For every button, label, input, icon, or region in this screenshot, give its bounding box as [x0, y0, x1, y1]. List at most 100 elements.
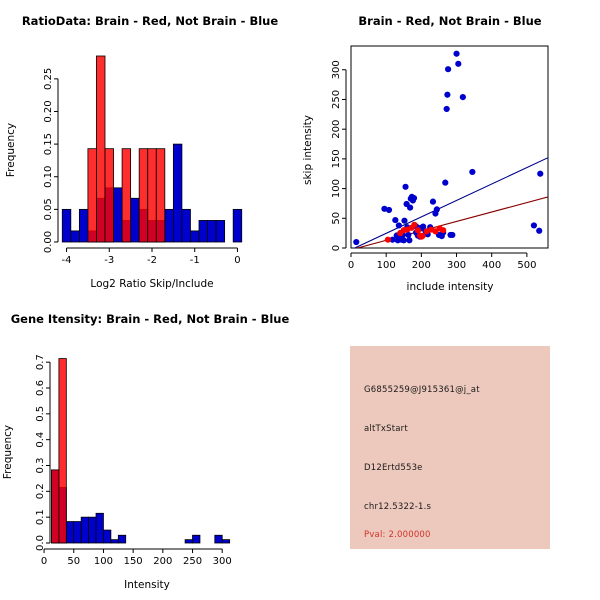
histogram-bar-notbrain: [215, 220, 226, 243]
svg-text:100: 100: [377, 260, 396, 271]
svg-text:0.0: 0.0: [35, 535, 46, 551]
svg-text:500: 500: [517, 260, 536, 271]
svg-text:150: 150: [331, 149, 342, 168]
intensity-scatter-title: Brain - Red, Not Brain - Blue: [358, 14, 542, 28]
svg-text:0.6: 0.6: [35, 380, 46, 396]
scatter-point-notbrain: [537, 170, 544, 177]
histogram-bar-notbrain: [88, 516, 97, 544]
svg-text:-4: -4: [62, 255, 72, 266]
scatter-point-notbrain: [405, 231, 412, 239]
scatter-point-notbrain: [459, 93, 466, 101]
scatter-point-notbrain: [410, 194, 418, 202]
scatter-point-notbrain: [455, 60, 462, 67]
histogram-bar-notbrain: [65, 521, 75, 544]
plot-frame: [350, 45, 549, 249]
scatter-point-notbrain: [406, 237, 413, 244]
histogram-bar-notbrain: [207, 220, 217, 243]
scatter-point-notbrain: [444, 91, 451, 98]
histogram-bar-notbrain: [214, 534, 223, 544]
svg-text:skip intensity: skip intensity: [302, 115, 314, 185]
coordinate-text: chr12.5322-1.s: [364, 502, 432, 512]
scatter-point-brain: [384, 236, 392, 243]
svg-text:0: 0: [348, 260, 354, 271]
histogram-bar-notbrain: [70, 230, 80, 243]
histogram-bar-notbrain: [232, 208, 243, 243]
svg-text:0.20: 0.20: [43, 100, 54, 122]
x-axis: 0 100 200 300 400 500: [348, 252, 536, 271]
histogram-bar-notbrain: [181, 208, 191, 243]
scatter-point-notbrain: [395, 222, 402, 229]
svg-text:0.10: 0.10: [43, 166, 54, 188]
scatter-point-notbrain: [469, 168, 476, 176]
svg-text:0.15: 0.15: [43, 133, 54, 155]
svg-text:100: 100: [331, 179, 342, 198]
gene-intensity-plot: 0.0 0.1 0.2 0.3 0.4 0.5 0.6 0.7 0 50 100 150 200 250 3…: [2, 354, 232, 591]
scatter-point-notbrain: [389, 236, 396, 243]
histogram-bar-notbrain: [117, 534, 127, 544]
svg-text:50: 50: [67, 556, 80, 567]
svg-text:200: 200: [153, 556, 172, 567]
scatter-point-notbrain: [536, 227, 543, 234]
svg-text:0.4: 0.4: [35, 432, 46, 448]
gene-intensity-panel: Gene Itensity: Brain - Red, Not Brain - …: [0, 300, 300, 600]
scatter-point-notbrain: [433, 206, 440, 213]
svg-text:250: 250: [331, 90, 342, 109]
histogram-bar-notbrain: [184, 539, 193, 544]
svg-text:Log2 Ratio Skip/Include: Log2 Ratio Skip/Include: [90, 278, 213, 290]
svg-text:300: 300: [213, 556, 232, 567]
histogram-bar-notbrain: [110, 539, 119, 544]
histogram-bar-brain: [87, 148, 97, 243]
histogram-bar-brain: [104, 148, 114, 243]
svg-text:0: 0: [234, 255, 240, 266]
scatter-point-notbrain: [400, 237, 407, 244]
histogram-bar-notbrain: [95, 512, 104, 544]
svg-text:200: 200: [412, 260, 431, 271]
svg-text:100: 100: [94, 556, 113, 567]
svg-text:0.7: 0.7: [35, 354, 46, 370]
histogram-bar-notbrain: [61, 208, 72, 243]
probe-id-text: G6855259@J915361@j_at: [364, 385, 480, 395]
svg-text:-1: -1: [190, 255, 200, 266]
scatter-point-brain: [419, 233, 426, 240]
svg-text:0.5: 0.5: [35, 406, 46, 422]
scatter-point-notbrain: [353, 238, 360, 246]
histogram-bar-notbrain: [130, 197, 140, 243]
scatter-point-brain: [411, 221, 418, 228]
scatter-point-notbrain: [392, 216, 399, 224]
svg-text:300: 300: [331, 60, 342, 79]
pval-text: Pval: 2.000000: [364, 530, 431, 540]
histogram-bar-notbrain: [73, 521, 82, 544]
histogram-bar-brain: [155, 148, 166, 243]
svg-text:400: 400: [482, 260, 501, 271]
svg-text:0.05: 0.05: [43, 198, 54, 220]
svg-text:Frequency: Frequency: [5, 123, 17, 177]
histogram-bar-notbrain: [103, 529, 112, 544]
svg-text:50: 50: [331, 212, 342, 225]
histogram-bar-notbrain: [198, 220, 208, 243]
svg-text:150: 150: [124, 556, 143, 567]
svg-text:0.25: 0.25: [43, 68, 54, 90]
ratio-histogram-plot: 0.00 0.05 0.10 0.15 0.20 0.25 -4 -3 -2 -1 0 Log2 Ra…: [5, 55, 243, 290]
ratio-histogram-panel: RatioData: Brain - Red, Not Brain - Blue…: [0, 0, 300, 300]
svg-text:0.00: 0.00: [43, 231, 54, 253]
histogram-bar-notbrain: [192, 534, 201, 544]
gene-info-box: G6855259@J915361@j_at altTxStart D12Ertd…: [350, 346, 550, 549]
scatter-point-notbrain: [453, 50, 460, 57]
regression-line: [353, 157, 548, 248]
scatter-point-notbrain: [407, 204, 414, 211]
scatter-point-brain: [414, 227, 421, 234]
svg-text:200: 200: [331, 120, 342, 139]
svg-text:include intensity: include intensity: [407, 281, 494, 293]
histogram-bar-notbrain: [164, 208, 174, 243]
histogram-bar-notbrain: [113, 187, 123, 243]
histogram-bar-notbrain: [221, 539, 231, 544]
svg-text:300: 300: [447, 260, 466, 271]
histogram-bar-brain: [51, 469, 60, 544]
scatter-point-notbrain: [385, 206, 393, 214]
regression-line: [355, 196, 548, 248]
svg-text:0.3: 0.3: [35, 458, 46, 474]
svg-text:Intensity: Intensity: [124, 579, 170, 591]
svg-text:-2: -2: [147, 255, 157, 266]
svg-text:0: 0: [41, 556, 47, 567]
scatter-point-notbrain: [420, 223, 427, 230]
